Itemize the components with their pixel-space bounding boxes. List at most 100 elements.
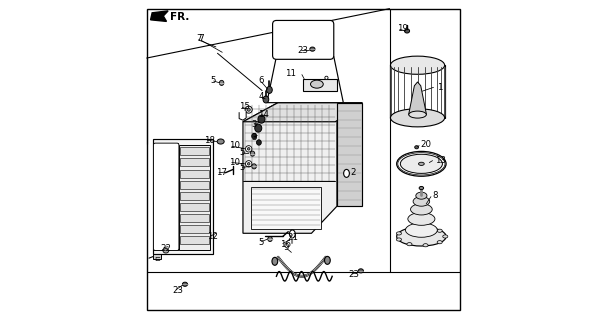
- Ellipse shape: [397, 227, 446, 246]
- Text: 5: 5: [239, 148, 245, 157]
- Text: 15: 15: [239, 102, 250, 111]
- Ellipse shape: [390, 109, 445, 127]
- Text: 9: 9: [283, 243, 289, 252]
- Ellipse shape: [311, 80, 324, 88]
- Text: 18: 18: [204, 136, 215, 145]
- Ellipse shape: [248, 148, 250, 150]
- Ellipse shape: [404, 29, 410, 33]
- Ellipse shape: [263, 96, 269, 103]
- Ellipse shape: [437, 229, 443, 232]
- Text: 20: 20: [421, 140, 432, 149]
- Polygon shape: [239, 111, 246, 120]
- Bar: [180, 203, 209, 211]
- Ellipse shape: [443, 235, 448, 238]
- Bar: [180, 192, 209, 200]
- Polygon shape: [153, 139, 212, 254]
- Ellipse shape: [257, 140, 261, 145]
- Ellipse shape: [390, 56, 445, 74]
- Ellipse shape: [252, 133, 257, 139]
- Text: 23: 23: [172, 286, 183, 295]
- Ellipse shape: [310, 47, 315, 51]
- Ellipse shape: [410, 204, 432, 215]
- Ellipse shape: [250, 151, 255, 156]
- Polygon shape: [243, 103, 362, 122]
- Text: 7: 7: [197, 34, 202, 43]
- Ellipse shape: [407, 243, 412, 246]
- Text: 3: 3: [251, 120, 257, 130]
- Text: 3: 3: [251, 133, 257, 142]
- Polygon shape: [337, 103, 362, 206]
- Bar: [180, 236, 209, 244]
- Text: 10: 10: [229, 158, 240, 167]
- Polygon shape: [409, 82, 427, 115]
- Ellipse shape: [325, 256, 330, 264]
- Bar: [180, 214, 209, 222]
- Text: 22: 22: [161, 244, 172, 253]
- Text: 4: 4: [258, 92, 264, 101]
- Ellipse shape: [325, 76, 328, 79]
- Text: 23: 23: [297, 45, 308, 55]
- Text: 5: 5: [239, 163, 245, 172]
- Ellipse shape: [418, 162, 424, 165]
- Ellipse shape: [290, 230, 295, 238]
- Text: 19: 19: [396, 24, 407, 33]
- Text: FR.: FR.: [171, 12, 190, 22]
- Ellipse shape: [397, 151, 446, 176]
- Ellipse shape: [248, 163, 250, 165]
- Ellipse shape: [396, 232, 401, 235]
- Text: 8: 8: [433, 191, 438, 200]
- Text: 17: 17: [216, 168, 227, 177]
- Bar: [180, 158, 209, 166]
- Polygon shape: [303, 79, 337, 92]
- Text: 13: 13: [435, 156, 446, 165]
- Bar: [154, 143, 178, 250]
- Ellipse shape: [245, 161, 252, 167]
- Ellipse shape: [183, 282, 188, 286]
- Text: 23: 23: [349, 270, 360, 279]
- Bar: [180, 181, 209, 189]
- Polygon shape: [151, 11, 168, 21]
- Bar: [251, 187, 321, 228]
- FancyBboxPatch shape: [273, 20, 334, 59]
- Ellipse shape: [268, 236, 273, 242]
- Ellipse shape: [437, 241, 443, 244]
- Ellipse shape: [245, 106, 252, 113]
- Ellipse shape: [415, 146, 418, 149]
- Ellipse shape: [409, 111, 426, 118]
- Text: 2: 2: [351, 168, 356, 177]
- Ellipse shape: [396, 238, 401, 241]
- Ellipse shape: [407, 227, 412, 230]
- Text: 6: 6: [258, 76, 264, 85]
- Ellipse shape: [272, 257, 277, 265]
- Text: 1: 1: [437, 83, 443, 92]
- Ellipse shape: [419, 187, 424, 190]
- Ellipse shape: [416, 192, 427, 199]
- Ellipse shape: [423, 226, 428, 229]
- Text: 14: 14: [258, 110, 270, 119]
- Text: 21: 21: [287, 233, 298, 242]
- Ellipse shape: [408, 212, 435, 225]
- Text: 10: 10: [229, 141, 240, 150]
- Ellipse shape: [163, 249, 169, 253]
- Ellipse shape: [358, 269, 364, 273]
- Ellipse shape: [217, 139, 224, 144]
- Ellipse shape: [219, 80, 224, 85]
- Text: ⊏: ⊏: [154, 256, 160, 262]
- Polygon shape: [267, 56, 344, 103]
- Bar: [178, 145, 210, 250]
- Ellipse shape: [401, 154, 443, 173]
- Text: 7: 7: [198, 35, 204, 44]
- Ellipse shape: [252, 164, 256, 169]
- Ellipse shape: [245, 146, 252, 152]
- Text: 12: 12: [207, 232, 219, 241]
- Text: 11: 11: [285, 69, 296, 78]
- Ellipse shape: [405, 223, 437, 237]
- Ellipse shape: [258, 115, 265, 123]
- Bar: [180, 170, 209, 178]
- Bar: [180, 225, 209, 233]
- Text: 5: 5: [258, 238, 264, 247]
- Bar: [180, 147, 209, 155]
- Text: 5: 5: [211, 76, 216, 85]
- Ellipse shape: [266, 86, 273, 93]
- Ellipse shape: [398, 153, 445, 175]
